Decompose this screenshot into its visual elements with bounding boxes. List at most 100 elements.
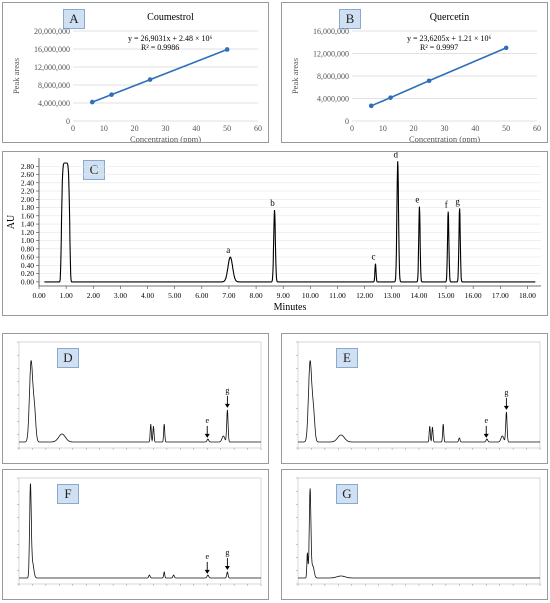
peak-label: b xyxy=(270,198,275,208)
x-tick-label: 9.00 xyxy=(277,291,290,300)
x-tick-label: 10 xyxy=(379,124,387,133)
chromatogram-trace xyxy=(298,488,540,579)
peak-label: e xyxy=(484,416,488,425)
plot-frame xyxy=(18,477,262,585)
plot-frame xyxy=(18,341,262,449)
x-tick-label: 11.00 xyxy=(329,291,346,300)
y-tick-label: 2.40 xyxy=(21,178,34,187)
chromatogram-trace xyxy=(19,483,261,579)
panel-label-g: G xyxy=(336,484,358,504)
panel-label-a: A xyxy=(63,9,85,29)
x-tick-label: 14.00 xyxy=(410,291,427,300)
x-tick-label: 20 xyxy=(131,124,139,133)
x-tick-label: 16.00 xyxy=(465,291,482,300)
x-tick-label: 13.00 xyxy=(383,291,400,300)
y-tick-label: 1.20 xyxy=(21,228,34,237)
data-point xyxy=(503,45,509,51)
y-tick-label: 1.40 xyxy=(21,220,34,229)
x-tick-label: 0.00 xyxy=(32,291,45,300)
data-point xyxy=(426,78,432,84)
y-tick-label: 4,000,000 xyxy=(38,99,70,108)
y-tick-label: 8,000,000 xyxy=(38,81,70,90)
panel-label-f: F xyxy=(57,484,79,504)
chart-title: Coumestrol xyxy=(147,12,194,23)
x-tick-label: 2.00 xyxy=(87,291,100,300)
calibration-panel-a: A Coumestrol 0 4,000,000 8,000,000 12,000,00… xyxy=(2,2,269,143)
y-tick-label: 0.00 xyxy=(21,277,34,286)
x-tick-label: 30 xyxy=(441,124,449,133)
peak-arrow-head xyxy=(503,405,509,410)
peak-label: g xyxy=(504,388,508,397)
regression-equation: y = 26,9031x + 2.48 × 10⁶ xyxy=(128,34,213,43)
x-tick-label: 50 xyxy=(223,124,231,133)
panel-label-c: C xyxy=(83,160,105,180)
y-tick-label: 1.00 xyxy=(21,236,34,245)
chart-title: Quercetin xyxy=(430,12,469,23)
standard-chromatogram-panel: C 0.00 0.20 0.40 0.60 0.80 1.00 1.20 1.40 1.60 1.… xyxy=(2,151,548,316)
x-tick-label: 3.00 xyxy=(114,291,127,300)
x-tick-label: 18.00 xyxy=(519,291,536,300)
r-squared: R² = 0.9997 xyxy=(420,43,458,52)
panel-label-d: D xyxy=(57,348,79,368)
x-tick-label: 17.00 xyxy=(492,291,509,300)
panel-label-b: B xyxy=(339,9,361,29)
peak-label: c xyxy=(371,252,375,262)
peak-label: g xyxy=(225,386,229,395)
y-tick-label: 2.20 xyxy=(21,187,34,196)
peak-arrow-head xyxy=(224,403,230,408)
y-tick-label: 0.40 xyxy=(21,261,34,270)
trendline xyxy=(91,48,228,103)
data-point xyxy=(147,77,153,82)
peak-label: g xyxy=(225,548,229,557)
sample-chromatogram-g xyxy=(296,477,541,586)
x-tick-label: 7.00 xyxy=(222,291,235,300)
y-tick-label: 1.80 xyxy=(21,203,34,212)
sample-chromatogram-d: eg xyxy=(17,341,262,450)
x-tick-label: 10 xyxy=(100,124,108,133)
peak-label: e xyxy=(415,195,419,205)
x-axis-label: Concentration (ppm) xyxy=(130,134,201,142)
y-tick-label: 4,000,000 xyxy=(317,95,349,104)
x-axis-label: Concentration (ppm) xyxy=(409,134,480,142)
x-axis-label: Minutes xyxy=(274,302,307,313)
chromatogram-trace xyxy=(298,359,540,443)
y-tick-label: 2.80 xyxy=(21,162,34,171)
y-tick-label: 0.60 xyxy=(21,253,34,262)
data-point xyxy=(388,95,393,100)
x-tick-label: 15.00 xyxy=(438,291,455,300)
x-tick-label: 8.00 xyxy=(250,291,263,300)
x-tick-label: 20 xyxy=(410,124,418,133)
y-tick-label: 1.60 xyxy=(21,211,34,220)
peak-arrow-head xyxy=(204,433,210,438)
chromatogram-trace xyxy=(44,161,536,283)
y-tick-label: 12,000,000 xyxy=(313,50,349,59)
x-tick-label: 4.00 xyxy=(141,291,154,300)
x-tick-label: 50 xyxy=(502,124,510,133)
y-tick-label: 16,000,000 xyxy=(313,27,349,36)
sample-chromatogram-panel-g: G xyxy=(281,469,548,600)
x-tick-label: 1.00 xyxy=(60,291,73,300)
y-tick-label: 0.20 xyxy=(21,269,34,278)
panel-label-e: E xyxy=(336,348,358,368)
data-point xyxy=(224,47,230,52)
peak-label: d xyxy=(393,152,398,159)
y-axis-label: Peak areas xyxy=(290,58,300,94)
peak-label: e xyxy=(205,416,209,425)
y-axis-label: Peak areas xyxy=(11,58,21,94)
quercetin-calibration-chart: Quercetin 0 4,000,000 8,000,000 12,000,000 16… xyxy=(290,12,541,142)
peak-arrow-head xyxy=(204,569,210,574)
peak-label: g xyxy=(455,196,460,206)
plot-frame xyxy=(297,477,541,585)
trendline xyxy=(370,47,507,107)
y-tick-label: 12,000,000 xyxy=(34,63,70,72)
peak-label: a xyxy=(226,245,230,255)
x-tick-label: 10.00 xyxy=(302,291,319,300)
peak-arrow-head xyxy=(483,433,489,438)
data-point xyxy=(368,103,374,109)
y-tick-label: 8,000,000 xyxy=(317,72,349,81)
regression-equation: y = 23,6205x + 1.21 × 10⁶ xyxy=(407,34,492,43)
y-tick-label: 2.00 xyxy=(21,195,34,204)
x-tick-label: 60 xyxy=(533,124,541,133)
